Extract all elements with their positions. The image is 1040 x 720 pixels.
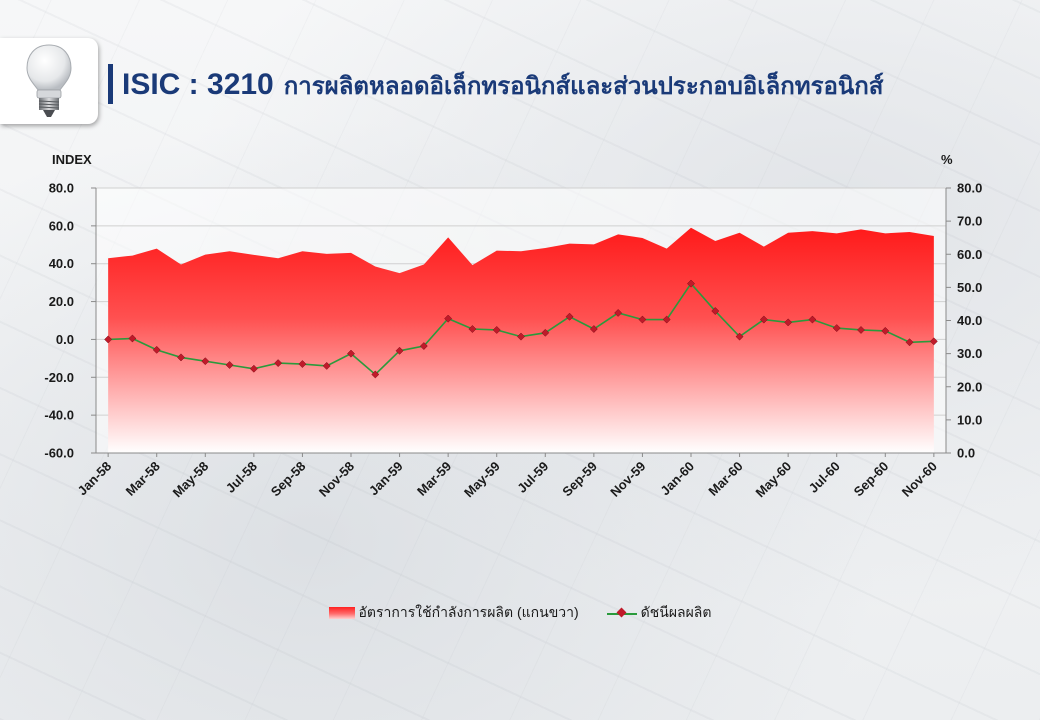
index-point: [735, 332, 744, 341]
index-point: [687, 279, 695, 288]
index-point: [444, 314, 453, 323]
index-point: [784, 318, 793, 327]
index-point: [759, 315, 768, 324]
index-point: [905, 338, 914, 347]
index-point: [225, 361, 234, 369]
index-point: [662, 315, 671, 324]
right-tick-label: 30.0: [957, 346, 982, 361]
right-tick-label: 80.0: [957, 181, 982, 196]
industry-name: การผลิตหลอดอิเล็กทรอนิกส์และส่วนประกอบอิ…: [283, 73, 884, 100]
x-tick-label: Nov-60: [899, 459, 940, 500]
index-point: [832, 324, 841, 333]
right-tick-label: 50.0: [957, 280, 982, 295]
left-tick-label: -40.0: [44, 408, 74, 423]
left-tick-label: 40.0: [49, 256, 74, 271]
chart-legend: อัตราการใช้กำลังการผลิต (แกนขวา) ดัชนีผล…: [0, 602, 1040, 624]
x-tick-label: Sep-60: [851, 459, 892, 500]
index-point: [638, 315, 647, 324]
x-tick-label: Sep-59: [559, 459, 600, 500]
title-accent-bar: [108, 64, 113, 104]
isic-code: ISIC : 3210: [122, 68, 274, 101]
x-tick-label: Jul-60: [806, 459, 843, 496]
legend-item-index: ดัชนีผลผลิต: [606, 602, 712, 624]
index-point: [565, 312, 574, 321]
x-tick-label: Jan-59: [366, 459, 406, 499]
legend-area-label: อัตราการใช้กำลังการผลิต (แกนขวา): [358, 604, 579, 620]
index-point: [371, 370, 380, 379]
index-point: [201, 357, 210, 366]
right-tick-label: 70.0: [957, 214, 982, 229]
legend-item-capacity: อัตราการใช้กำลังการผลิต (แกนขวา): [328, 602, 579, 624]
index-point: [857, 326, 865, 334]
right-tick-label: 0.0: [957, 446, 975, 461]
header-icon-box: [0, 38, 98, 124]
x-tick-label: Jan-58: [75, 459, 115, 499]
index-point: [298, 360, 307, 368]
index-point: [104, 335, 113, 344]
index-point: [711, 307, 720, 315]
right-axis-unit: %: [941, 152, 953, 167]
legend-line-label: ดัชนีผลผลิต: [640, 604, 712, 620]
left-tick-label: 80.0: [49, 181, 74, 196]
left-tick-label: -60.0: [44, 446, 74, 461]
left-tick-label: 20.0: [49, 294, 74, 309]
left-tick-label: -20.0: [44, 370, 74, 385]
index-point: [177, 353, 185, 362]
x-tick-label: Jul-58: [223, 459, 260, 496]
index-point: [492, 326, 501, 334]
x-tick-label: May-60: [752, 459, 794, 501]
index-point: [614, 308, 623, 317]
left-tick-label: 0.0: [56, 332, 74, 347]
index-point: [468, 325, 477, 333]
x-tick-label: May-58: [170, 459, 212, 501]
x-tick-label: Mar-58: [123, 459, 163, 499]
index-point: [517, 332, 525, 341]
index-point: [929, 337, 938, 346]
index-point: [589, 325, 598, 333]
x-tick-label: Mar-59: [414, 459, 454, 499]
x-tick-label: May-59: [461, 459, 503, 501]
index-point: [419, 342, 428, 351]
index-point: [347, 349, 355, 358]
page-title: ISIC : 3210 การผลิตหลอดอิเล็กทรอนิกส์และส…: [122, 66, 883, 106]
legend-line-swatch: [606, 607, 637, 619]
x-tick-label: Jan-60: [657, 459, 697, 499]
right-tick-label: 10.0: [957, 412, 982, 427]
index-point: [322, 361, 331, 370]
index-point: [249, 364, 258, 373]
index-point: [808, 315, 817, 324]
left-axis-unit: INDEX: [52, 152, 92, 167]
index-point: [541, 328, 550, 337]
index-point: [395, 346, 404, 355]
index-point: [128, 334, 137, 343]
index-point: [152, 345, 161, 354]
x-tick-label: Nov-58: [316, 459, 357, 500]
chart-canvas: 80.0 60.0 40.0 20.0 0.0 -20.0 -40.0 -60.0 80.0 70…: [44, 181, 982, 501]
right-tick-label: 60.0: [957, 247, 982, 262]
x-tick-label: Sep-58: [268, 459, 309, 500]
right-tick-label: 40.0: [957, 313, 982, 328]
left-tick-label: 60.0: [49, 218, 74, 233]
x-tick-label: Jul-59: [514, 459, 551, 496]
legend-area-swatch: [328, 607, 355, 619]
index-point: [274, 359, 283, 368]
x-tick-label: Nov-59: [607, 459, 648, 500]
x-tick-label: Mar-60: [705, 459, 745, 499]
light-bulb-icon: [26, 44, 72, 117]
index-point: [881, 326, 890, 335]
right-tick-label: 20.0: [957, 379, 982, 394]
